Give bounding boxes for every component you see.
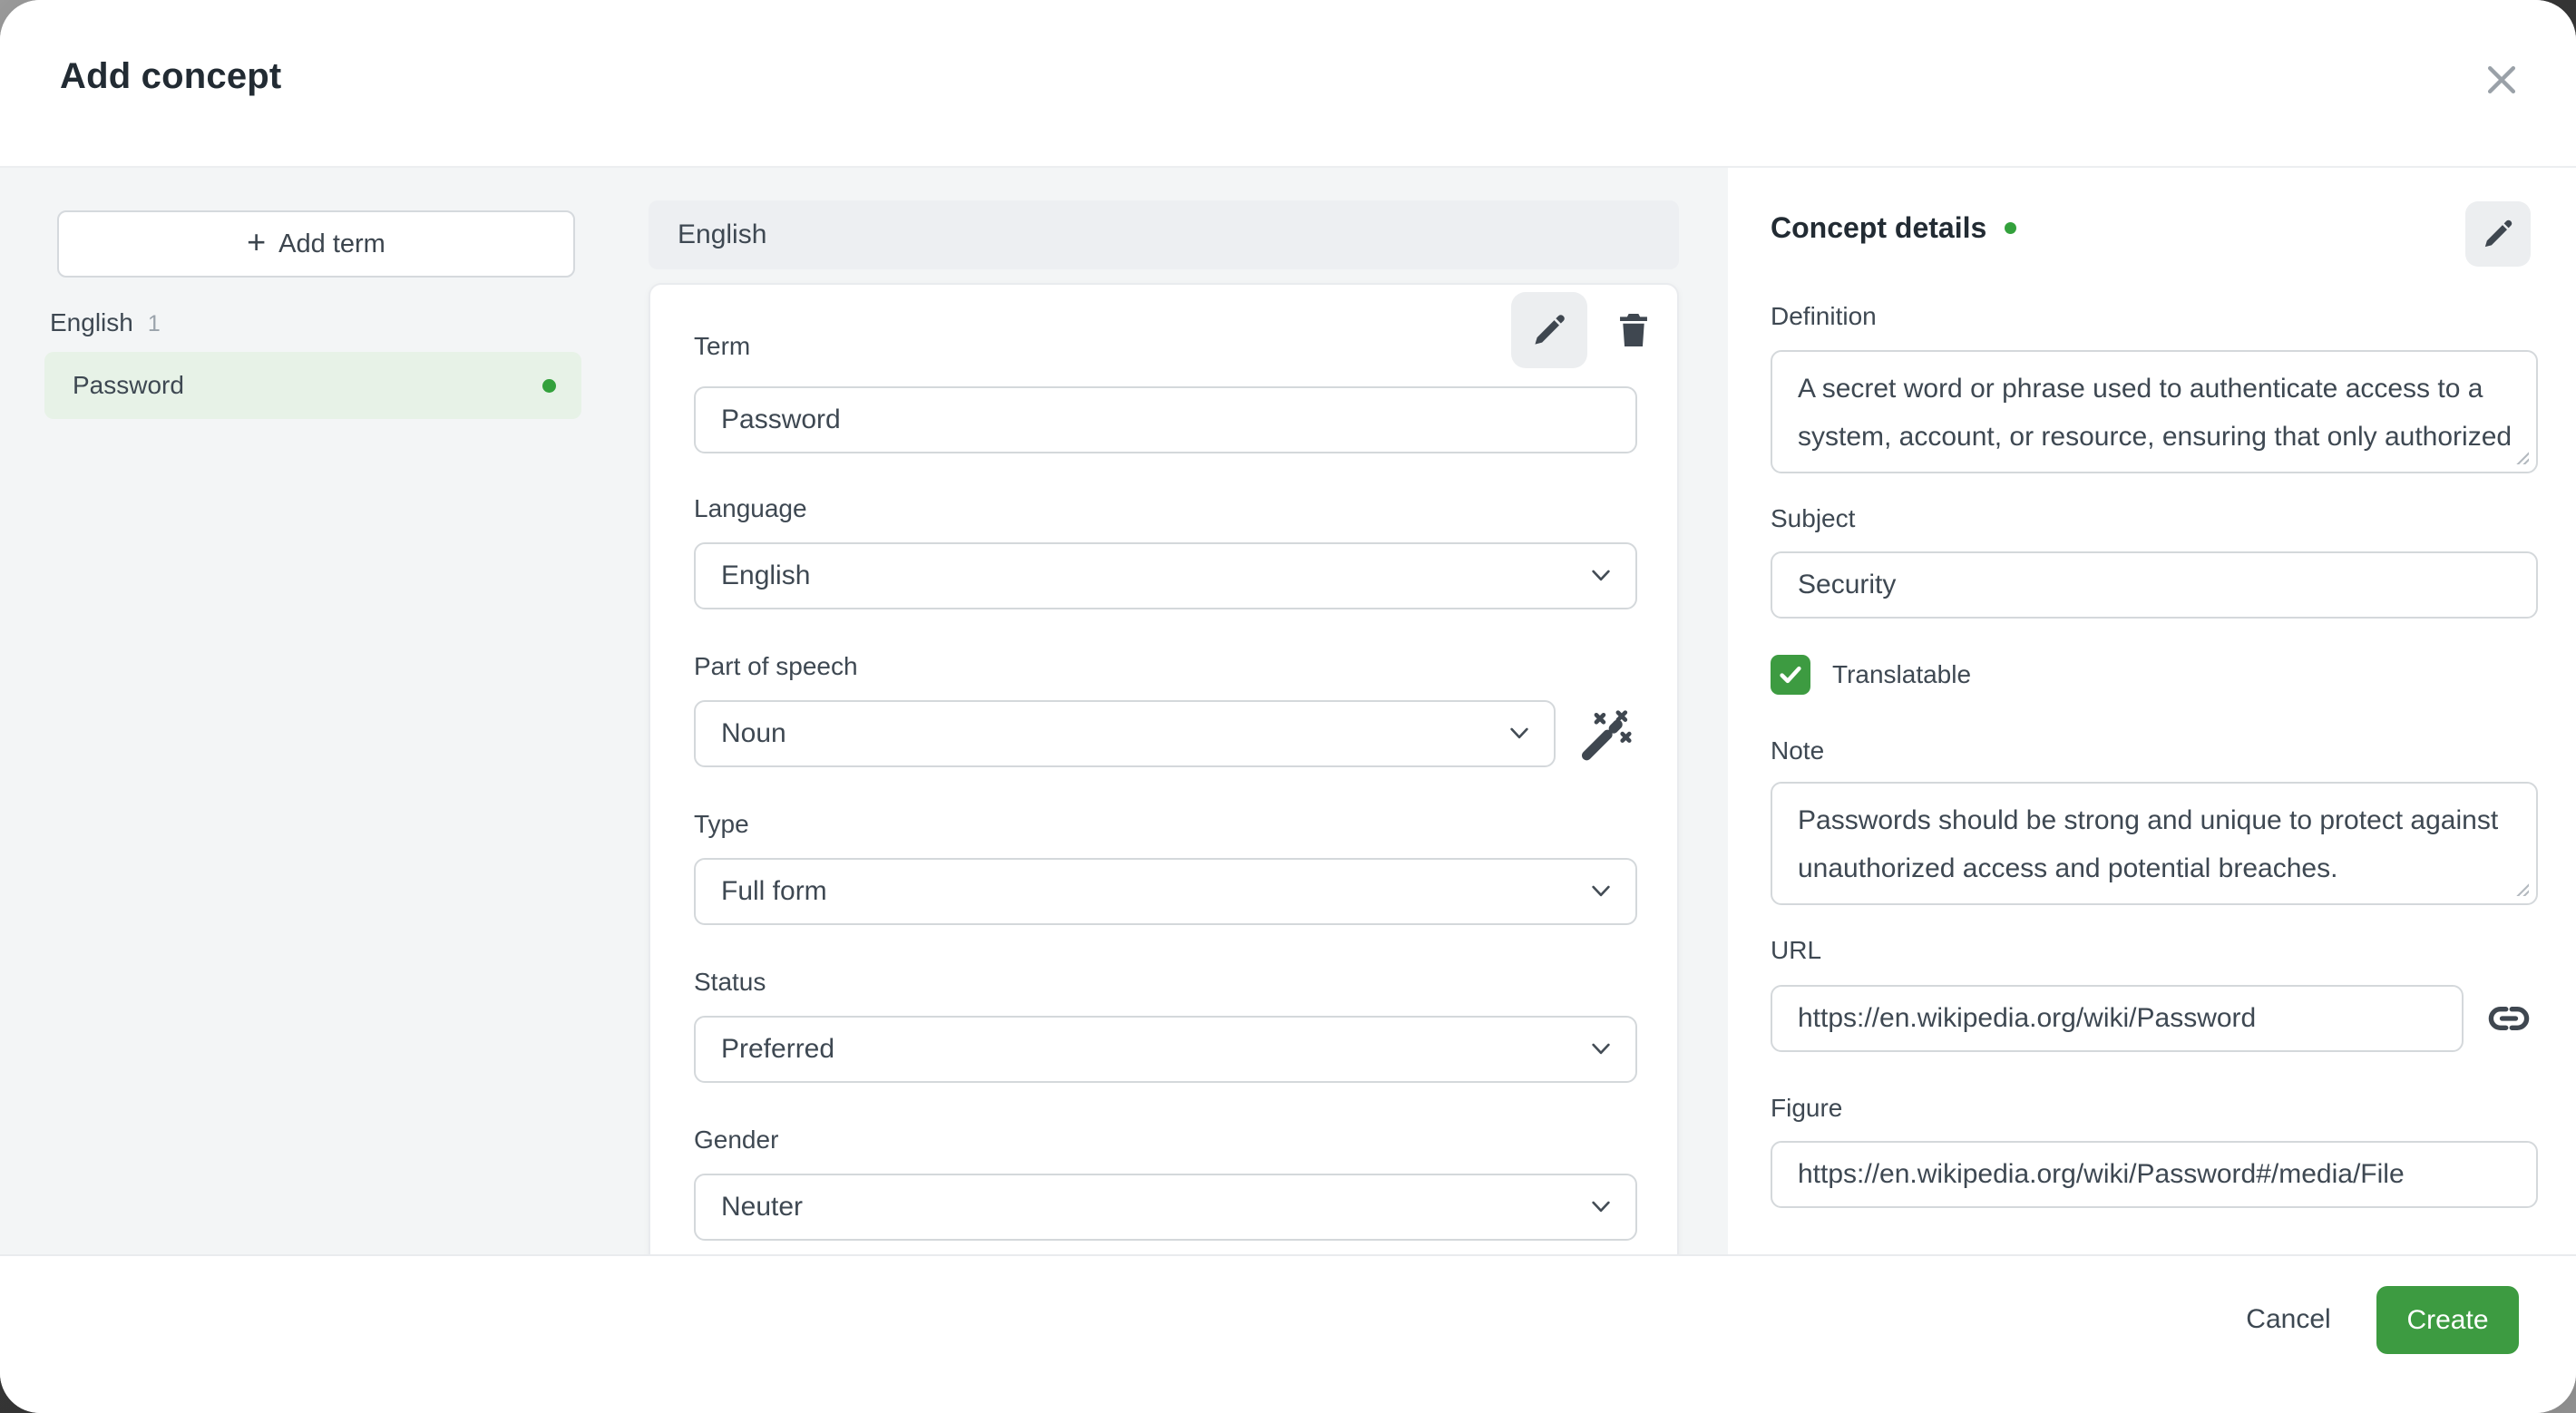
add-term-label: Add term — [278, 229, 385, 258]
plus-icon: + — [247, 223, 267, 260]
translatable-checkbox[interactable] — [1771, 655, 1810, 695]
note-field-label: Note — [1771, 736, 1825, 765]
check-icon — [1777, 661, 1804, 688]
chevron-down-icon — [1592, 1201, 1610, 1213]
definition-field-label: Definition — [1771, 302, 1877, 330]
url-field-label: URL — [1771, 936, 1822, 964]
close-icon — [2482, 60, 2522, 100]
chevron-down-icon — [1592, 885, 1610, 898]
gender-select-value: Neuter — [721, 1192, 804, 1222]
add-term-button[interactable]: + Add term — [57, 210, 575, 278]
term-group-count: 1 — [147, 311, 161, 336]
part-of-speech-select-value: Noun — [721, 718, 786, 748]
cancel-button[interactable]: Cancel — [2230, 1286, 2347, 1353]
definition-textarea[interactable]: A secret word or phrase used to authenti… — [1771, 350, 2538, 473]
language-field-label: Language — [694, 494, 807, 522]
term-section-language: English — [678, 219, 767, 249]
translatable-checkbox-row[interactable]: Translatable — [1771, 655, 1971, 695]
concept-status-dot — [2005, 222, 2017, 234]
translatable-label: Translatable — [1832, 660, 1972, 688]
dialog-header: Add concept — [0, 0, 2576, 168]
edit-term-button[interactable] — [1511, 292, 1587, 368]
gender-select[interactable]: Neuter — [694, 1174, 1637, 1241]
concept-details-heading: Concept details — [1771, 211, 2017, 245]
delete-term-button[interactable] — [1611, 305, 1656, 356]
open-url-button[interactable] — [2482, 991, 2536, 1046]
status-select[interactable]: Preferred — [694, 1016, 1637, 1083]
term-list-item-password[interactable]: Password — [44, 352, 581, 419]
type-field-label: Type — [694, 810, 749, 838]
status-select-value: Preferred — [721, 1034, 835, 1064]
status-field-label: Status — [694, 968, 766, 996]
subject-input[interactable] — [1771, 551, 2538, 619]
concept-details-title: Concept details — [1771, 211, 1987, 244]
dialog-footer: Cancel Create — [0, 1254, 2576, 1413]
term-card: Term Language English Part of speech Nou… — [649, 283, 1679, 1260]
chevron-down-icon — [1592, 1043, 1610, 1056]
term-section-header: English — [649, 200, 1679, 269]
trash-icon — [1613, 307, 1654, 353]
dialog-body: + Add term English 1 Password English — [0, 168, 2576, 1260]
chevron-down-icon — [1510, 727, 1528, 740]
create-button[interactable]: Create — [2376, 1286, 2519, 1354]
part-of-speech-field-label: Part of speech — [694, 652, 858, 680]
term-status-dot — [542, 378, 556, 393]
pencil-icon — [2480, 216, 2516, 252]
suggest-part-of-speech-button[interactable] — [1572, 700, 1641, 769]
language-select[interactable]: English — [694, 542, 1637, 609]
dialog-title: Add concept — [60, 56, 282, 96]
term-input[interactable] — [694, 386, 1637, 453]
gender-field-label: Gender — [694, 1126, 779, 1154]
term-item-label: Password — [73, 371, 184, 399]
link-icon — [2483, 993, 2534, 1044]
close-button[interactable] — [2478, 56, 2525, 103]
pencil-icon — [1529, 310, 1569, 350]
edit-concept-button[interactable] — [2465, 201, 2531, 267]
chevron-down-icon — [1592, 570, 1610, 582]
url-input[interactable] — [1771, 985, 2464, 1052]
type-select-value: Full form — [721, 876, 827, 906]
magic-wand-icon — [1578, 708, 1634, 761]
term-field-label: Term — [694, 332, 751, 360]
concept-details-panel: Concept details Definition A secret word… — [1728, 168, 2576, 1260]
type-select[interactable]: Full form — [694, 858, 1637, 925]
language-select-value: English — [721, 560, 811, 590]
part-of-speech-select[interactable]: Noun — [694, 700, 1556, 767]
figure-input[interactable] — [1771, 1141, 2538, 1208]
figure-field-label: Figure — [1771, 1094, 1843, 1122]
subject-field-label: Subject — [1771, 504, 1856, 532]
term-group-language: English — [50, 308, 133, 336]
term-group-header: English 1 — [50, 308, 161, 337]
note-textarea[interactable]: Passwords should be strong and unique to… — [1771, 782, 2538, 905]
